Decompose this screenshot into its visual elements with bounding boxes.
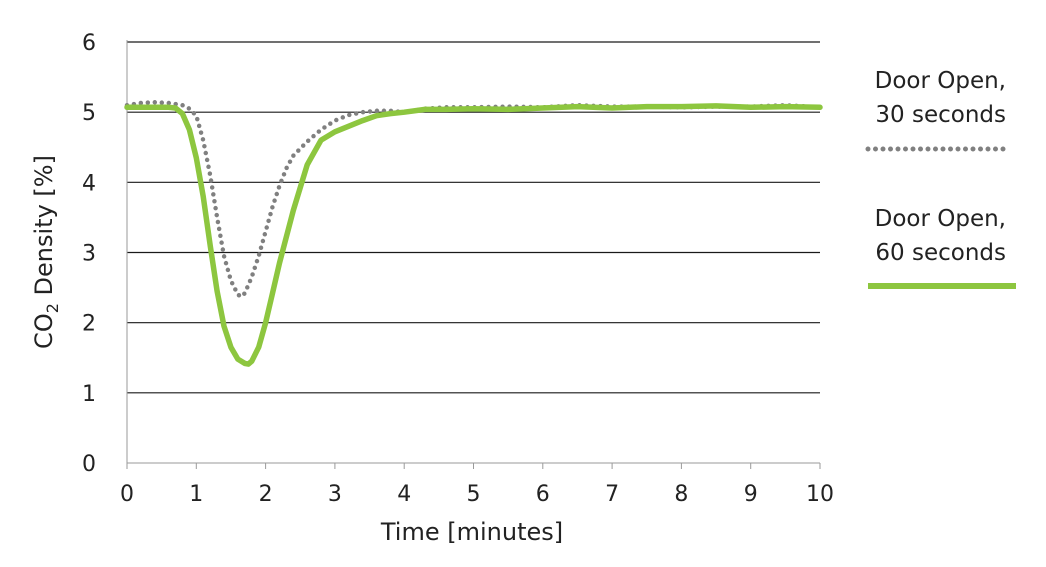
legend-label-line-2: 60 seconds <box>875 240 1006 266</box>
axes <box>126 40 821 469</box>
y-tick-label: 4 <box>82 171 96 196</box>
y-axis-title-subscript: 2 <box>43 303 62 313</box>
x-tick-label: 2 <box>259 482 273 507</box>
legend-label-line-1: Door Open, <box>875 206 1006 232</box>
tick-labels: 0 1 2 3 4 5 6 0 1 2 3 4 5 6 7 8 9 10 <box>82 31 834 507</box>
legend-entry-30-seconds: Door Open, 30 seconds <box>865 68 1013 152</box>
x-tick-label: 0 <box>120 482 134 507</box>
legend: Door Open, 30 seconds Door Open, 60 seco… <box>865 68 1016 289</box>
gridlines <box>127 41 820 394</box>
plot-area <box>124 100 823 367</box>
x-tick-label: 6 <box>536 482 550 507</box>
legend-entry-60-seconds: Door Open, 60 seconds <box>868 206 1016 289</box>
legend-label-line-1: Door Open, <box>875 68 1006 94</box>
x-axis-title: Time [minutes] <box>380 518 563 546</box>
y-tick-label: 1 <box>82 382 96 407</box>
y-tick-label: 6 <box>82 31 96 56</box>
series-line-30-seconds <box>124 100 823 299</box>
y-tick-label: 5 <box>82 101 96 126</box>
y-tick-label: 3 <box>82 242 96 267</box>
y-axis-title-suffix: Density [%] <box>30 155 58 303</box>
x-tick-label: 9 <box>744 482 758 507</box>
series-line-60-seconds <box>124 103 823 367</box>
x-tick-label: 8 <box>674 482 688 507</box>
x-tick-label: 7 <box>605 482 619 507</box>
x-tick-label: 3 <box>328 482 342 507</box>
x-tick-label: 4 <box>397 482 411 507</box>
x-tick-label: 5 <box>467 482 481 507</box>
legend-label-line-2: 30 seconds <box>875 102 1006 128</box>
y-axis-title: CO2 Density [%] <box>30 155 62 349</box>
y-tick-label: 0 <box>82 452 96 477</box>
y-axis-title-prefix: CO <box>30 313 58 349</box>
y-tick-label: 2 <box>82 312 96 337</box>
x-tick-label: 1 <box>189 482 203 507</box>
x-tick-label: 10 <box>806 482 834 507</box>
